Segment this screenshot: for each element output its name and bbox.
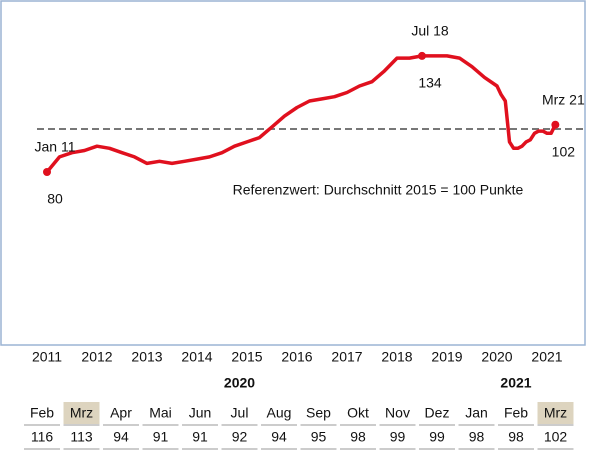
annotation-label: Jul 18 — [411, 23, 449, 39]
month-value: 98 — [508, 429, 524, 445]
annotation-point — [418, 51, 426, 60]
highlight-cell — [63, 402, 100, 424]
month-value: 116 — [31, 429, 54, 445]
month-value: 98 — [350, 429, 366, 445]
month-label: Mai — [149, 405, 172, 421]
month-label: Okt — [347, 405, 369, 421]
x-tick-label: 2014 — [181, 349, 212, 365]
month-value: 113 — [70, 429, 93, 445]
annotation-label: Jan 11 — [35, 139, 76, 155]
x-tick-label: 2018 — [381, 349, 412, 365]
year-label: 2020 — [224, 375, 255, 391]
annotation-value: 102 — [552, 143, 576, 159]
x-tick-label: 2012 — [81, 349, 112, 365]
annotation-point — [551, 120, 560, 129]
month-label: Sep — [306, 405, 331, 421]
x-tick-label: 2017 — [331, 349, 362, 365]
annotation-label: Mrz 21 — [542, 91, 585, 107]
month-label: Mrz — [70, 405, 93, 421]
month-value: 102 — [544, 429, 568, 445]
reference-label: Referenzwert: Durchschnitt 2015 = 100 Pu… — [233, 182, 524, 198]
month-label: Mrz — [544, 405, 567, 421]
chart-frame — [0, 0, 586, 346]
month-value: 92 — [232, 429, 248, 445]
x-tick-label: 2020 — [481, 349, 512, 365]
x-tick-label: 2013 — [131, 349, 162, 365]
annotation-value: 134 — [418, 75, 442, 91]
month-value: 91 — [153, 429, 169, 445]
month-value: 94 — [113, 429, 129, 445]
x-tick-label: 2015 — [231, 349, 262, 365]
month-value: 95 — [311, 429, 327, 445]
month-label: Feb — [504, 405, 528, 421]
month-label: Jan — [465, 405, 488, 421]
month-label: Aug — [267, 405, 292, 421]
highlight-cell — [537, 402, 574, 424]
month-value: 99 — [429, 429, 445, 445]
month-label: Nov — [385, 405, 410, 421]
month-label: Jul — [231, 405, 249, 421]
month-label: Feb — [30, 405, 54, 421]
x-tick-label: 2019 — [431, 349, 462, 365]
x-tick-label: 2016 — [281, 349, 312, 365]
annotation-value: 80 — [47, 191, 63, 207]
data-line — [45, 54, 557, 174]
x-tick-label: 2021 — [531, 349, 562, 365]
annotation-point — [43, 168, 51, 176]
month-label: Jun — [189, 405, 212, 421]
year-label: 2021 — [500, 375, 531, 391]
month-value: 98 — [469, 429, 485, 445]
x-tick-label: 2011 — [32, 349, 62, 365]
month-label: Dez — [425, 405, 450, 421]
month-value: 94 — [271, 429, 287, 445]
month-value: 91 — [192, 429, 208, 445]
month-value: 99 — [390, 429, 406, 445]
month-label: Apr — [110, 405, 132, 421]
